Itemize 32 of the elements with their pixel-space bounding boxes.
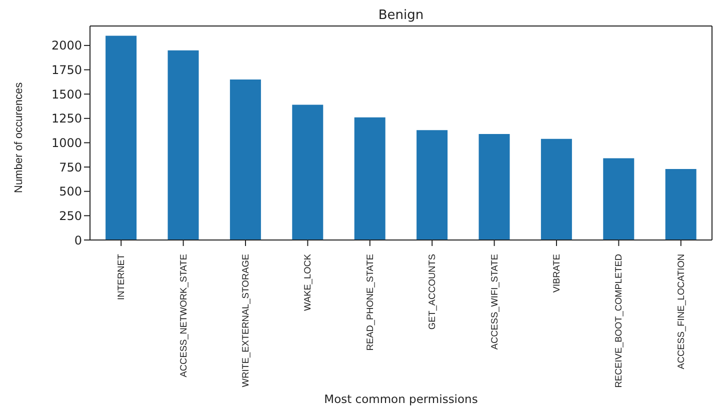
x-tick-label: GET_ACCOUNTS	[427, 254, 438, 330]
x-tick-label: WAKE_LOCK	[302, 253, 313, 311]
y-tick-label: 1000	[51, 136, 82, 150]
bar	[603, 158, 634, 240]
y-tick-label: 1500	[51, 87, 82, 102]
x-tick-label: ACCESS_WIFI_STATE	[489, 254, 500, 350]
x-tick-label: READ_PHONE_STATE	[364, 254, 375, 351]
y-tick-label: 750	[59, 160, 82, 174]
x-tick-label: ACCESS_FINE_LOCATION	[676, 254, 686, 370]
x-axis-title: Most common permissions	[324, 392, 478, 406]
bar	[230, 80, 261, 240]
x-tick-label: ACCESS_NETWORK_STATE	[178, 254, 188, 378]
x-tick-label: VIBRATE	[552, 254, 562, 293]
y-tick-label: 250	[59, 208, 82, 223]
y-tick-label: 500	[59, 184, 82, 199]
y-tick-label: 2000	[51, 38, 82, 53]
bar	[665, 168, 696, 240]
y-tick-label: 1250	[51, 112, 82, 126]
bar	[478, 134, 510, 240]
x-tick-label: RECEIVE_BOOT_COMPLETED	[614, 254, 624, 388]
y-tick-label: 0	[74, 233, 82, 248]
y-axis-title: Number of occurences	[12, 82, 25, 193]
bar	[106, 36, 137, 240]
bar	[168, 50, 199, 240]
chart-title: Benign	[378, 8, 424, 23]
x-tick-label: WRITE_EXTERNAL_STORAGE	[240, 254, 250, 388]
bar	[354, 117, 386, 240]
x-tick-label: INTERNET	[116, 254, 126, 300]
y-tick-label: 1750	[51, 63, 82, 78]
bar	[416, 130, 448, 240]
bar	[292, 104, 324, 240]
bar	[540, 138, 572, 240]
